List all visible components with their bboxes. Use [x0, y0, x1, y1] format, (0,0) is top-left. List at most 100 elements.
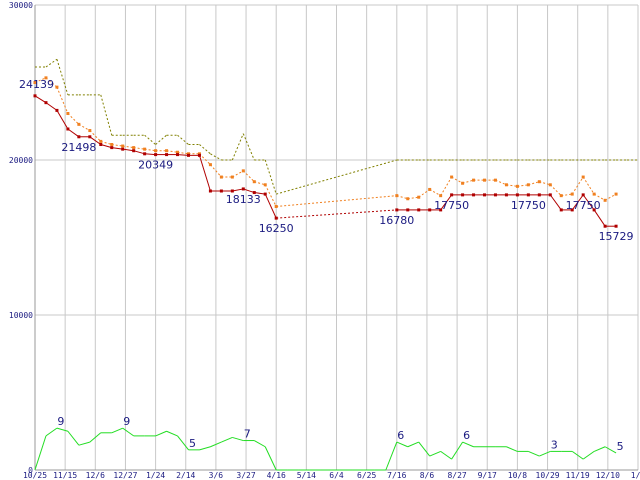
value-label: 5	[189, 437, 196, 450]
mid-segment	[506, 184, 518, 187]
low-point	[570, 208, 574, 212]
x-tick-label: 9/17	[478, 471, 497, 480]
low-segment	[122, 148, 134, 152]
mid-point	[417, 195, 421, 199]
mid-segment	[517, 184, 529, 187]
mid-segment	[133, 147, 145, 150]
mid-point	[55, 85, 59, 89]
mid-segment	[276, 195, 397, 207]
count-segment	[199, 446, 211, 451]
x-tick-label: 3/6	[209, 471, 224, 480]
mid-point	[132, 146, 136, 150]
mid-point	[88, 129, 92, 133]
low-point	[219, 189, 223, 193]
mid-point	[230, 175, 234, 179]
high-segment	[276, 159, 397, 195]
mid-point	[428, 187, 432, 191]
low-point	[493, 193, 497, 197]
mid-segment	[89, 130, 102, 142]
value-label: 5	[617, 440, 624, 453]
low-point	[603, 224, 607, 228]
low-segment	[56, 110, 69, 130]
count-segment	[254, 440, 266, 448]
mid-point	[121, 144, 125, 148]
mid-segment	[264, 184, 277, 207]
low-point	[132, 149, 136, 153]
mid-segment	[177, 151, 189, 155]
y-tick-label: 10000	[9, 311, 33, 320]
mid-point	[77, 122, 81, 126]
low-segment	[100, 144, 112, 149]
low-segment	[549, 194, 562, 211]
mid-segment	[254, 181, 266, 186]
y-tick-label: 0	[28, 466, 33, 475]
mid-segment	[462, 179, 474, 184]
low-point	[252, 191, 256, 195]
low-segment	[111, 147, 123, 150]
value-label: 9	[123, 415, 130, 428]
low-point	[241, 187, 245, 191]
mid-segment	[199, 153, 211, 166]
y-axis-tick-labels: 0 10000 20000 30000	[9, 1, 33, 475]
value-label: 20349	[138, 159, 173, 172]
mid-point	[197, 152, 201, 156]
low-point	[263, 192, 267, 196]
mid-segment	[440, 176, 453, 196]
high-segment	[144, 134, 156, 145]
low-point	[395, 208, 399, 212]
x-tick-label: 5/14	[297, 471, 316, 480]
low-point	[483, 193, 487, 197]
low-point	[154, 153, 158, 157]
grid-lines	[34, 4, 639, 471]
low-point	[537, 193, 541, 197]
x-tick-label: 4/16	[267, 471, 286, 480]
mid-point	[483, 178, 487, 182]
value-label: 6	[397, 429, 404, 442]
low-point	[88, 135, 92, 139]
mid-segment	[418, 189, 430, 198]
high-segment	[242, 133, 255, 161]
x-tick-label: 7/16	[387, 471, 406, 480]
low-segment	[254, 192, 266, 195]
value-label: 17750	[434, 199, 469, 212]
high-segment	[56, 59, 69, 96]
x-tick-label: 12/6	[86, 471, 105, 480]
mid-point	[537, 180, 541, 184]
mid-segment	[100, 140, 112, 145]
mid-point	[461, 181, 465, 185]
value-label: 3	[551, 438, 558, 451]
count-segment	[539, 450, 551, 457]
mid-point	[559, 194, 563, 198]
low-point	[165, 153, 169, 157]
x-axis-tick-labels: 10/25 11/15 12/6 12/27 1/24 2/14 3/6 3/27 4/16 5/…	[23, 471, 640, 480]
mid-point	[263, 183, 267, 187]
low-point	[44, 101, 48, 105]
low-point	[472, 193, 476, 197]
low-segment	[593, 209, 606, 227]
count-segment	[89, 432, 102, 443]
mid-point	[99, 139, 103, 143]
low-point	[559, 208, 563, 212]
mid-point	[592, 192, 596, 196]
x-tick-label: 10/25	[23, 471, 47, 480]
mid-segment	[166, 150, 178, 153]
mid-point	[493, 178, 497, 182]
low-point	[208, 189, 212, 193]
count-segment	[571, 450, 584, 460]
low-point	[526, 193, 530, 197]
mid-segment	[56, 86, 69, 114]
x-tick-label: 6/25	[357, 471, 376, 480]
mid-segment	[34, 77, 47, 83]
count-segment	[232, 436, 244, 442]
high-segment	[177, 134, 189, 145]
y-tick-label: 30000	[9, 1, 33, 10]
count-segment	[155, 430, 167, 437]
count-segment	[67, 430, 80, 446]
mid-point	[504, 183, 508, 187]
low-point	[439, 208, 443, 212]
mid-point	[439, 194, 443, 198]
low-point	[99, 143, 103, 146]
value-label: 21498	[61, 141, 96, 154]
low-point	[77, 135, 81, 139]
